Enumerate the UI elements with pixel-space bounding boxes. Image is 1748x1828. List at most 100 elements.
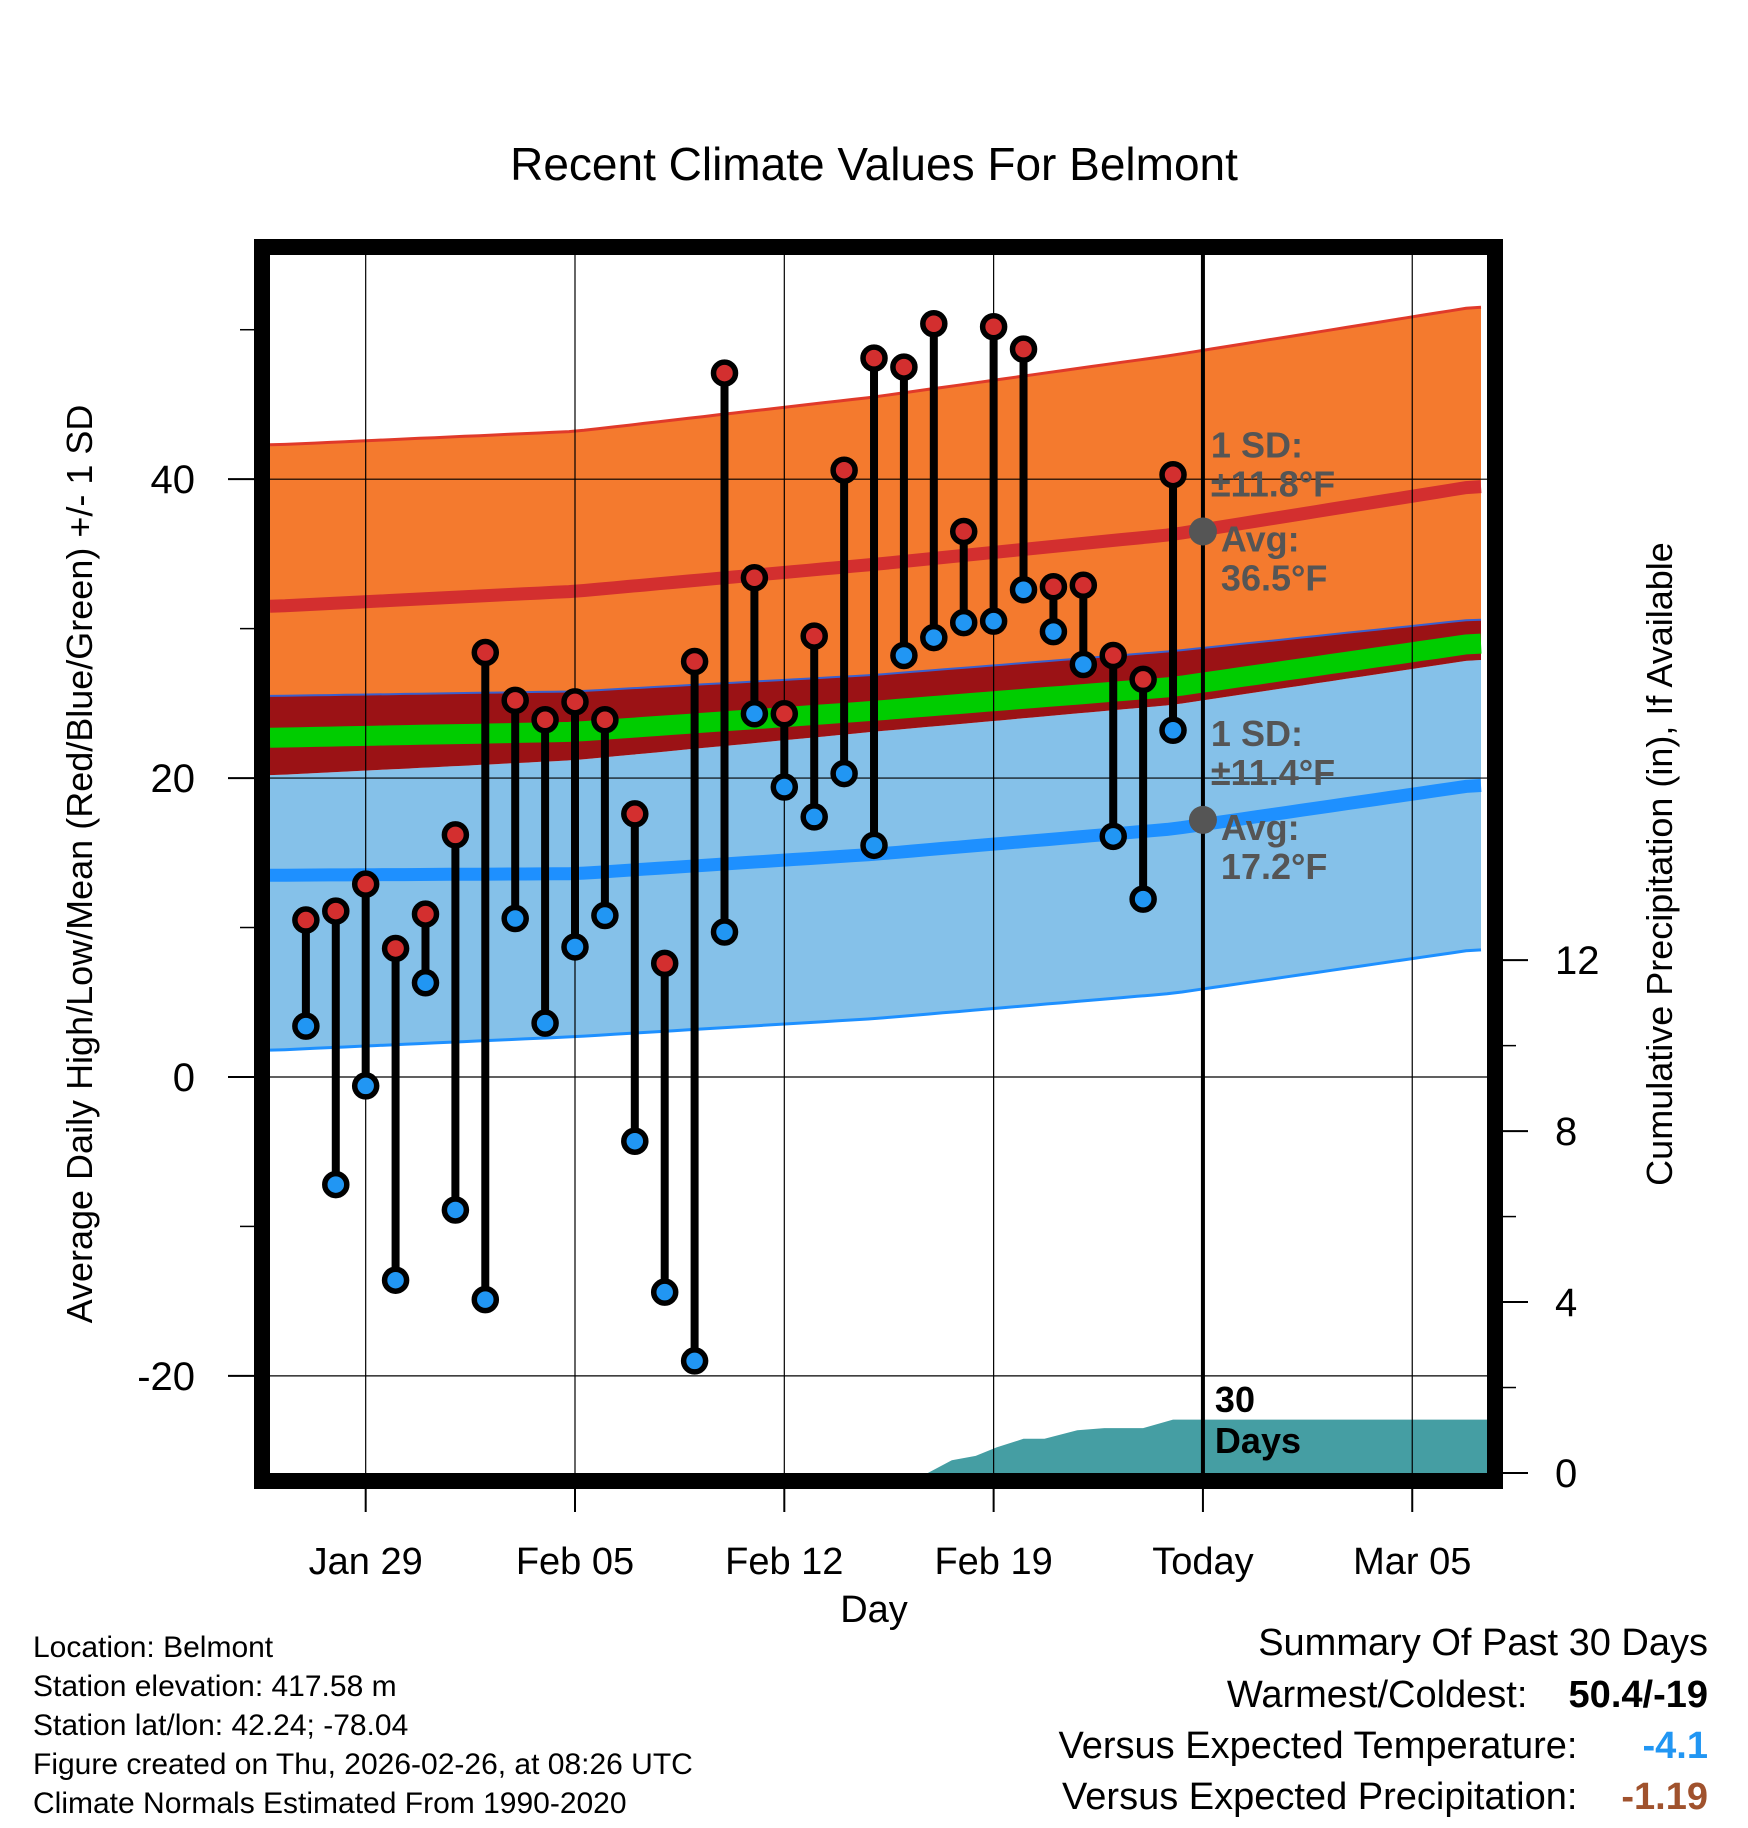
low-lower-edge xyxy=(269,948,1482,1052)
high-temp-dot xyxy=(1099,641,1127,670)
high-temp-dot xyxy=(650,949,679,978)
y-axis-right-label: Cumulative Precipitation (in), If Availa… xyxy=(1639,542,1680,1186)
high-temp-dot xyxy=(351,870,380,898)
summary-title: Summary Of Past 30 Days xyxy=(1258,1622,1708,1664)
low-temp-dot xyxy=(1099,822,1127,851)
high-temp-dot xyxy=(441,821,470,849)
low-temp-dot xyxy=(621,1127,649,1155)
high-temp-dot xyxy=(411,900,440,928)
high-temp-dot xyxy=(890,353,918,381)
high-temp-dot xyxy=(381,934,410,963)
high-temp-dot xyxy=(710,359,739,387)
summary-precip-row: Versus Expected Precipitation: -1.19 xyxy=(1062,1776,1708,1819)
y-right-tick-label: 12 xyxy=(1555,939,1600,983)
low-temp-dot xyxy=(680,1347,709,1375)
low-temp-dot xyxy=(501,904,529,933)
low-temp-dot xyxy=(830,759,858,788)
y-axis-left-label: Average Daily High/Low/Mean (Red/Blue/Gr… xyxy=(59,405,100,1324)
low-annotation-line: Avg: xyxy=(1221,807,1300,848)
high-temp-dot xyxy=(1129,665,1157,694)
high-temp-dot xyxy=(1069,571,1098,600)
low-annotation-line: ±11.4°F xyxy=(1211,752,1335,793)
x-tick-label: Today xyxy=(1152,1541,1253,1583)
high-annotation-line: 1 SD: xyxy=(1211,424,1303,465)
x-tick-label: Jan 29 xyxy=(309,1541,423,1583)
high-average-dot xyxy=(1188,517,1217,546)
high-temp-dot xyxy=(531,706,559,734)
low-temp-dot xyxy=(949,608,978,637)
high-temp-dot xyxy=(561,688,589,716)
y-left-tick-label: -20 xyxy=(137,1355,195,1399)
high-temp-dot xyxy=(322,897,350,925)
low-temp-dot xyxy=(381,1266,410,1294)
low-temp-dot xyxy=(561,933,589,961)
low-temp-dot xyxy=(292,1012,320,1040)
plot-area xyxy=(269,255,1487,1473)
low-temp-dot xyxy=(800,803,828,831)
high-temp-dot xyxy=(591,706,619,734)
low-temp-dot xyxy=(920,623,948,652)
low-temp-dot xyxy=(1039,617,1068,646)
high-temp-dot xyxy=(800,622,828,650)
precip-days-label: 30 xyxy=(1215,1379,1255,1420)
high-temp-dot xyxy=(1009,335,1038,363)
low-temp-dot xyxy=(1129,885,1157,913)
y-left-tick-label: 0 xyxy=(173,1056,195,1100)
high-temp-dot xyxy=(979,312,1008,341)
low-temp-dot xyxy=(890,641,918,670)
low-temp-dot xyxy=(471,1285,500,1314)
low-temp-dot xyxy=(351,1072,380,1100)
summary-temp-value: -4.1 xyxy=(1642,1725,1708,1767)
x-axis-label: Day xyxy=(840,1589,908,1631)
high-temp-dot xyxy=(949,517,978,546)
chart-title: Recent Climate Values For Belmont xyxy=(510,138,1238,190)
low-temp-dot xyxy=(322,1170,350,1199)
summary-precip-value: -1.19 xyxy=(1621,1776,1708,1818)
axes: -20 0 20 40 0 4 8 12 Jan 29 Feb 05 Feb 12 Feb 19 Tod… xyxy=(137,328,1600,1583)
low-temp-dot xyxy=(979,607,1008,635)
y-left-tick-label: 40 xyxy=(151,458,196,502)
precipitation-area xyxy=(927,1419,1487,1473)
high-temp-dot xyxy=(1159,460,1187,489)
high-temp-dot xyxy=(471,638,500,667)
summary-warmest-label: Warmest/Coldest: xyxy=(1226,1674,1528,1716)
low-temp-dot xyxy=(441,1196,470,1224)
high-annotation-line: 36.5°F xyxy=(1221,557,1327,598)
x-tick-label: Mar 05 xyxy=(1353,1541,1471,1583)
x-tick-label: Feb 19 xyxy=(934,1541,1052,1583)
summary-temp-label: Versus Expected Temperature: xyxy=(1058,1725,1578,1767)
info-normals: Climate Normals Estimated From 1990-2020 xyxy=(33,1787,627,1820)
x-tick-label: Feb 12 xyxy=(725,1541,843,1583)
info-elevation: Station elevation: 417.58 m xyxy=(33,1670,397,1703)
y-right-tick-label: 0 xyxy=(1555,1452,1577,1496)
summary-warmest-row: Warmest/Coldest: 50.4/-19 xyxy=(1227,1674,1708,1717)
high-annotation-line: Avg: xyxy=(1221,518,1300,559)
summary-precip-label: Versus Expected Precipitation: xyxy=(1062,1776,1578,1818)
y-right-tick-label: 8 xyxy=(1555,1110,1577,1154)
high-temp-dot xyxy=(860,344,888,372)
high-temp-dot xyxy=(680,647,709,676)
high-temp-dot xyxy=(292,906,320,934)
x-tick-label: Feb 05 xyxy=(516,1541,634,1583)
y-right-tick-label: 4 xyxy=(1555,1281,1577,1325)
plot-frame xyxy=(254,239,1503,1489)
low-temp-dot xyxy=(860,831,888,860)
high-temp-dot xyxy=(920,309,948,338)
low-annotation-line: 17.2°F xyxy=(1221,846,1327,887)
info-location: Location: Belmont xyxy=(33,1631,274,1664)
high-temp-dot xyxy=(770,700,799,728)
low-temp-dot xyxy=(531,1009,559,1037)
precip-days-label: Days xyxy=(1215,1420,1301,1461)
low-temp-dot xyxy=(1069,650,1098,679)
high-temp-dot xyxy=(830,456,858,484)
low-temp-dot xyxy=(411,969,440,997)
high-temp-dot xyxy=(501,686,529,715)
high-temp-dot xyxy=(740,564,769,592)
info-latlon: Station lat/lon: 42.24; -78.04 xyxy=(33,1709,409,1742)
low-temp-dot xyxy=(650,1278,679,1306)
low-temp-dot xyxy=(740,700,769,728)
low-temp-dot xyxy=(1009,576,1038,604)
low-temp-dot xyxy=(591,901,619,930)
